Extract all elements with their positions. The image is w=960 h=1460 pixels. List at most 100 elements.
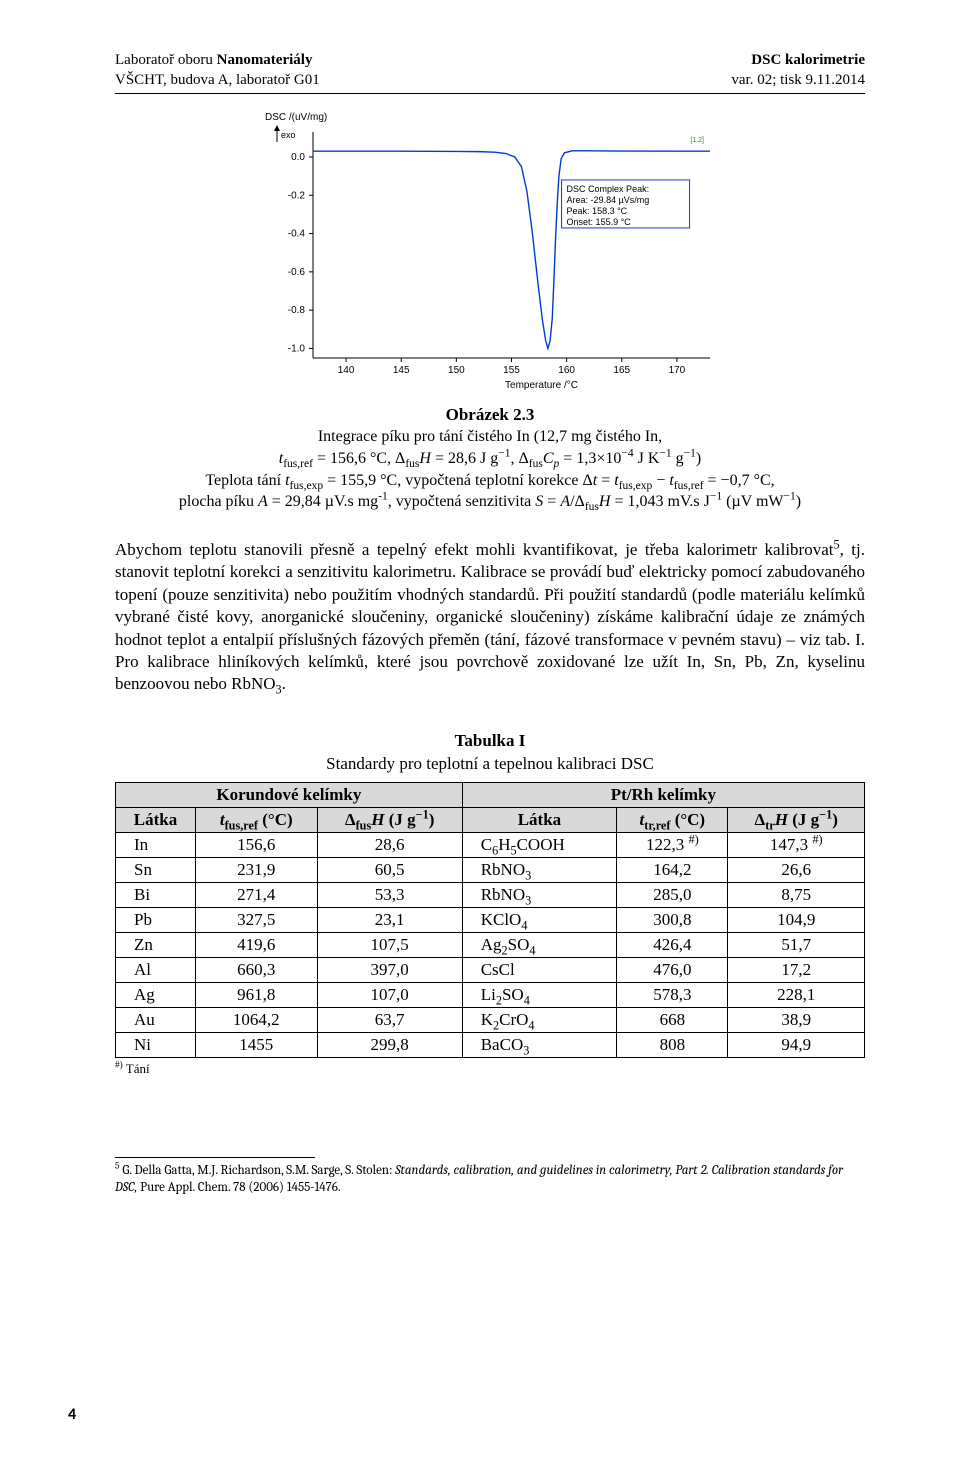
- table-cell: 660,3: [195, 957, 317, 982]
- table-title-bold: Tabulka I: [455, 731, 526, 750]
- svg-text:155: 155: [503, 365, 520, 376]
- table-cell: 122,3 #): [617, 832, 728, 857]
- caption-line-3: Teplota tání tfus,exp = 155,9 °C, vypočt…: [115, 470, 865, 492]
- caption-title: Obrázek 2.3: [115, 404, 865, 427]
- table-cell: 28,6: [317, 832, 462, 857]
- table-cell: 60,5: [317, 857, 462, 882]
- table-cell: 228,1: [728, 982, 865, 1007]
- table-col-e: ttr,ref (°C): [617, 807, 728, 832]
- svg-text:0.0: 0.0: [291, 151, 305, 162]
- table-cell: KClO4: [462, 907, 616, 932]
- table-cell: In: [116, 832, 196, 857]
- svg-text:-0.2: -0.2: [288, 190, 306, 201]
- svg-text:165: 165: [613, 365, 630, 376]
- table-title-rest: Standardy pro teplotní a tepelnou kalibr…: [326, 754, 654, 773]
- svg-text:170: 170: [669, 365, 686, 376]
- svg-text:160: 160: [558, 365, 575, 376]
- table-cell: RbNO3: [462, 857, 616, 882]
- table-cell: 147,3 #): [728, 832, 865, 857]
- standards-table: Korundové kelímky Pt/Rh kelímky Látka tf…: [115, 782, 865, 1058]
- table-cell: Sn: [116, 857, 196, 882]
- caption-line-4: plocha píku A = 29,84 µV.s mg-1, vypočte…: [115, 491, 865, 513]
- table-cell: 8,75: [728, 882, 865, 907]
- table-cell: CsCl: [462, 957, 616, 982]
- table-title: Tabulka I Standardy pro teplotní a tepel…: [115, 730, 865, 776]
- table-col-d: Látka: [462, 807, 616, 832]
- svg-text:-0.8: -0.8: [288, 305, 306, 316]
- svg-text:[1.2]: [1.2]: [690, 137, 704, 144]
- table-cell: 26,6: [728, 857, 865, 882]
- table-cell: Bi: [116, 882, 196, 907]
- page-header: Laboratoř oboru Nanomateriály VŠCHT, bud…: [115, 50, 865, 91]
- svg-text:Onset: 155.9 °C: Onset: 155.9 °C: [567, 216, 632, 226]
- table-cell: 156,6: [195, 832, 317, 857]
- table-cell: 476,0: [617, 957, 728, 982]
- table-cell: 94,9: [728, 1032, 865, 1057]
- table-footnote: #) Tání: [115, 1061, 865, 1077]
- page-number: 4: [68, 1405, 76, 1424]
- table-cell: 299,8: [317, 1032, 462, 1057]
- header-left-1a: Laboratoř oboru: [115, 52, 217, 68]
- table-cell: 17,2: [728, 957, 865, 982]
- footnote-separator: [115, 1157, 315, 1158]
- dsc-chart: -1.0 -0.8 -0.6 -0.4 -0.2 0.0 140 145 150 155 160 16…: [115, 104, 865, 394]
- table-cell: Au: [116, 1007, 196, 1032]
- table-cell: 419,6: [195, 932, 317, 957]
- header-rule: [115, 93, 865, 94]
- table-cell: Pb: [116, 907, 196, 932]
- svg-text:DSC Complex Peak:: DSC Complex Peak:: [567, 183, 650, 193]
- table-cell: 327,5: [195, 907, 317, 932]
- figure-caption: Obrázek 2.3 Integrace píku pro tání čist…: [115, 404, 865, 513]
- caption-line-2: tfus,ref = 156,6 °C, ΔfusH = 28,6 J g−1,…: [115, 448, 865, 470]
- svg-text:Temperature /°C: Temperature /°C: [505, 380, 578, 391]
- table-cell: 231,9: [195, 857, 317, 882]
- table-cell: 1455: [195, 1032, 317, 1057]
- table-col-f: ΔtrH (J g−1): [728, 807, 865, 832]
- table-col-a: Látka: [116, 807, 196, 832]
- table-cell: C6H5COOH: [462, 832, 616, 857]
- header-right-2: var. 02; tisk 9.11.2014: [731, 70, 865, 90]
- table-cell: Li2SO4: [462, 982, 616, 1007]
- table-cell: BaCO3: [462, 1032, 616, 1057]
- table-cell: Ag2SO4: [462, 932, 616, 957]
- svg-text:DSC /(uV/mg): DSC /(uV/mg): [265, 112, 327, 123]
- svg-text:145: 145: [393, 365, 410, 376]
- header-left-1b: Nanomateriály: [217, 52, 313, 68]
- table-cell: 107,5: [317, 932, 462, 957]
- svg-text:-0.4: -0.4: [288, 228, 306, 239]
- table-cell: 51,7: [728, 932, 865, 957]
- table-cell: 426,4: [617, 932, 728, 957]
- table-col-b: tfus,ref (°C): [195, 807, 317, 832]
- table-cell: Zn: [116, 932, 196, 957]
- table-group-left: Korundové kelímky: [116, 782, 463, 807]
- svg-text:Area: -29.84 µVs/mg: Area: -29.84 µVs/mg: [567, 194, 650, 204]
- table-cell: 808: [617, 1032, 728, 1057]
- table-cell: 1064,2: [195, 1007, 317, 1032]
- table-cell: Ag: [116, 982, 196, 1007]
- svg-text:150: 150: [448, 365, 465, 376]
- table-cell: 285,0: [617, 882, 728, 907]
- header-right-1: DSC kalorimetrie: [731, 50, 865, 70]
- table-cell: K2CrO4: [462, 1007, 616, 1032]
- table-cell: 104,9: [728, 907, 865, 932]
- table-group-right: Pt/Rh kelímky: [462, 782, 864, 807]
- table-cell: 300,8: [617, 907, 728, 932]
- table-cell: 578,3: [617, 982, 728, 1007]
- table-col-c: ΔfusH (J g−1): [317, 807, 462, 832]
- table-cell: 23,1: [317, 907, 462, 932]
- table-cell: 271,4: [195, 882, 317, 907]
- table-cell: 63,7: [317, 1007, 462, 1032]
- svg-text:140: 140: [338, 365, 355, 376]
- table-cell: 397,0: [317, 957, 462, 982]
- svg-text:-0.6: -0.6: [288, 266, 306, 277]
- table-cell: Al: [116, 957, 196, 982]
- table-cell: 961,8: [195, 982, 317, 1007]
- svg-text:Peak: 158.3 °C: Peak: 158.3 °C: [567, 205, 628, 215]
- body-paragraph: Abychom teplotu stanovili přesně a tepel…: [115, 539, 865, 696]
- svg-text:exo: exo: [281, 130, 296, 140]
- table-cell: 38,9: [728, 1007, 865, 1032]
- svg-text:-1.0: -1.0: [288, 343, 306, 354]
- table-cell: 107,0: [317, 982, 462, 1007]
- table-cell: Ni: [116, 1032, 196, 1057]
- table-cell: 668: [617, 1007, 728, 1032]
